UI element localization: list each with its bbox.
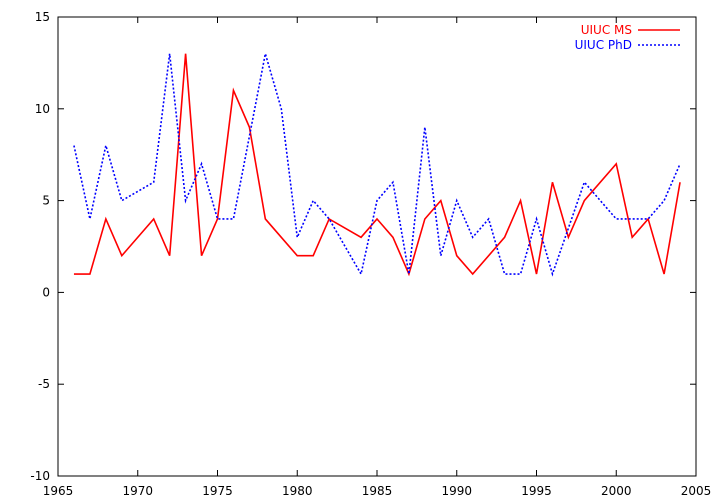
y-tick-label: 5: [42, 194, 50, 208]
x-tick-label: 1995: [521, 484, 552, 498]
x-tick-label: 2005: [681, 484, 712, 498]
x-axis: 1965 1970 1975 1980 1985 1990 1995 2000 2005: [43, 17, 712, 498]
series-layer: [73, 53, 681, 277]
legend: UIUC MS UIUC PhD: [575, 23, 680, 52]
x-tick-label: 2000: [601, 484, 632, 498]
series-line-phd: [73, 53, 681, 277]
x-tick-label: 1980: [282, 484, 313, 498]
y-tick-label: 15: [35, 10, 50, 24]
y-axis: -10 -5 0 5 10 15: [30, 10, 696, 483]
x-tick-label: 1990: [441, 484, 472, 498]
y-tick-label: 10: [35, 102, 50, 116]
y-tick-label: -10: [30, 469, 50, 483]
legend-label-phd: UIUC PhD: [575, 38, 632, 52]
plot-frame: [57, 16, 697, 477]
x-tick-label: 1970: [122, 484, 153, 498]
y-tick-label: -5: [38, 377, 50, 391]
x-tick-label: 1965: [43, 484, 74, 498]
legend-label-ms: UIUC MS: [581, 23, 632, 37]
x-tick-label: 1985: [362, 484, 393, 498]
x-tick-label: 1975: [202, 484, 233, 498]
series-line-ms: [73, 53, 681, 277]
y-tick-label: 0: [42, 285, 50, 299]
